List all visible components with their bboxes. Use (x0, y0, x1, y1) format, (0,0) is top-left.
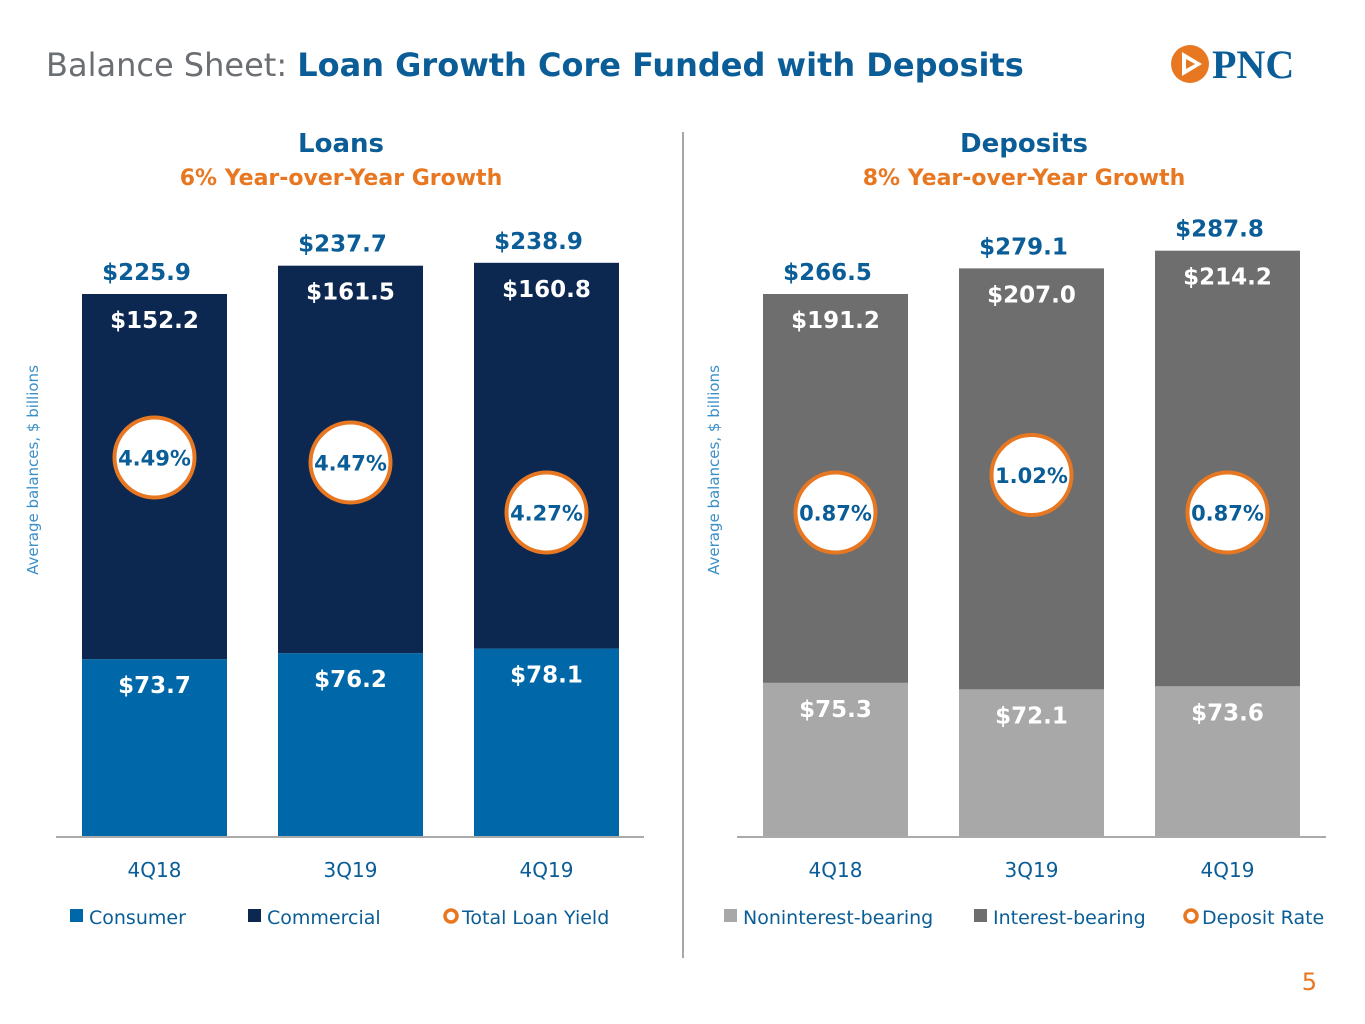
legend-swatch-0-0 (70, 909, 83, 922)
chart-subtitle: 8% Year-over-Year Growth (863, 166, 1186, 191)
x-tick-label: 4Q18 (128, 858, 182, 882)
segment-label-bottom: $76.2 (314, 667, 387, 693)
bar-interest-bearing-4q19 (1155, 250, 1300, 687)
segment-label-bottom: $73.7 (118, 673, 191, 699)
rate-label: 4.47% (314, 452, 387, 476)
rate-label: 4.49% (118, 447, 191, 471)
x-tick-label: 4Q19 (520, 858, 574, 882)
segment-label-top: $191.2 (791, 308, 880, 334)
y-axis-label: Average balances, $ billions (24, 365, 42, 575)
x-tick-label: 4Q19 (1201, 858, 1255, 882)
pnc-logo: PNC (1168, 40, 1328, 88)
segment-label-top: $214.2 (1183, 265, 1272, 291)
legend-label: Consumer (89, 907, 186, 929)
rate-marker (793, 470, 878, 555)
legend-swatch-1-1 (974, 909, 987, 922)
page-title: Balance Sheet: Loan Growth Core Funded w… (46, 42, 1024, 88)
bar-commercial-4q19 (474, 262, 619, 649)
segment-label-top: $161.5 (306, 280, 395, 306)
rate-marker (308, 420, 393, 505)
rate-marker (1185, 470, 1270, 555)
bar-consumer-4q19 (474, 648, 619, 836)
bar-noninterest-bearing-4q19 (1155, 686, 1300, 836)
x-tick-label: 3Q19 (324, 858, 378, 882)
rate-label: 0.87% (1191, 502, 1264, 526)
x-tick-label: 3Q19 (1005, 858, 1059, 882)
chart-title: Deposits (960, 129, 1088, 159)
x-tick-label: 4Q18 (809, 858, 863, 882)
segment-label-top: $152.2 (110, 308, 199, 334)
rate-marker (504, 470, 589, 555)
rate-label: 1.02% (995, 464, 1068, 488)
bar-consumer-4q18 (82, 659, 227, 836)
bar-noninterest-bearing-4q18 (763, 682, 908, 836)
page-number: 5 (1301, 968, 1317, 996)
rate-marker (112, 415, 197, 500)
bar-consumer-3q19 (278, 653, 423, 836)
segment-label-top: $160.8 (502, 277, 591, 303)
legend-swatch-0-1 (248, 909, 261, 922)
total-label: $237.7 (298, 232, 387, 258)
total-label: $287.8 (1175, 217, 1264, 243)
title-main: Loan Growth Core Funded with Deposits (297, 46, 1024, 84)
total-label: $238.9 (494, 229, 583, 255)
chart-title: Loans (298, 129, 384, 159)
y-axis-label: Average balances, $ billions (705, 365, 723, 575)
legend-label: Commercial (267, 907, 381, 929)
segment-label-bottom: $73.6 (1191, 700, 1264, 726)
legend-label: Total Loan Yield (461, 907, 609, 929)
total-label: $279.1 (979, 234, 1068, 260)
rate-marker (989, 433, 1074, 517)
legend-label: Interest-bearing (993, 907, 1146, 929)
total-label: $225.9 (102, 260, 191, 286)
pnc-logo-mark-icon (1171, 45, 1209, 83)
rate-label: 0.87% (799, 502, 872, 526)
legend-swatch-1-0 (724, 909, 737, 922)
segment-label-bottom: $75.3 (799, 697, 872, 723)
segment-label-top: $207.0 (987, 282, 1076, 308)
segment-label-bottom: $78.1 (510, 663, 583, 689)
legend-label: Noninterest-bearing (743, 907, 933, 929)
segment-label-bottom: $72.1 (995, 703, 1068, 729)
legend-ring-icon (443, 908, 459, 924)
bar-noninterest-bearing-3q19 (959, 689, 1104, 836)
legend-label: Deposit Rate (1202, 907, 1324, 929)
total-label: $266.5 (783, 260, 872, 286)
title-prefix: Balance Sheet: (46, 46, 288, 84)
chart-subtitle: 6% Year-over-Year Growth (180, 166, 503, 191)
legend-ring-icon (1183, 908, 1199, 924)
pnc-logo-text: PNC (1212, 42, 1294, 87)
rate-label: 4.27% (510, 502, 583, 526)
